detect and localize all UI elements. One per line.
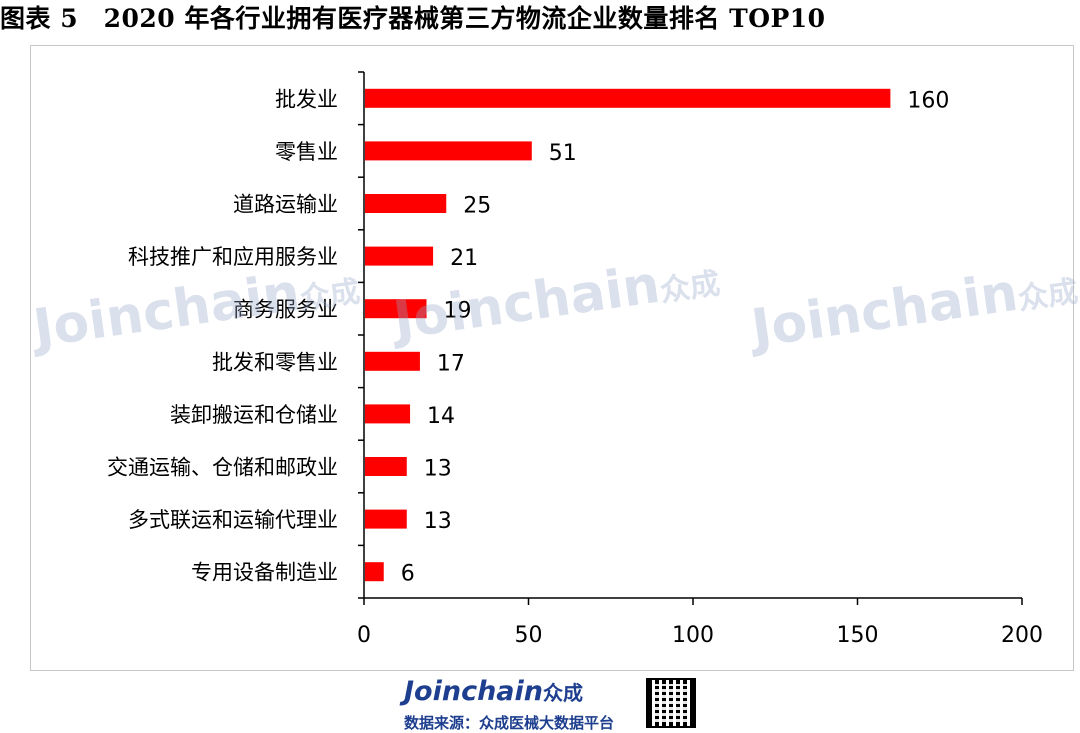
value-label: 51: [549, 141, 577, 166]
category-label: 零售业: [275, 140, 338, 164]
qr-code-icon: [646, 678, 696, 728]
x-tick-label: 50: [515, 623, 543, 648]
category-label: 科技推广和应用服务业: [128, 245, 338, 269]
value-label: 13: [424, 509, 452, 534]
category-label: 专用设备制造业: [191, 561, 338, 585]
x-tick-label: 100: [672, 623, 714, 648]
bar: [365, 141, 532, 161]
value-label: 14: [427, 404, 455, 429]
category-label: 批发和零售业: [212, 350, 338, 374]
category-label: 多式联运和运输代理业: [128, 508, 338, 532]
source-brand: Joinchain: [404, 676, 543, 707]
source-logo: Joinchain众成: [404, 676, 583, 707]
x-tick-label: 0: [357, 623, 371, 648]
value-label: 17: [437, 351, 465, 376]
category-label: 批发业: [275, 87, 338, 111]
bar: [365, 299, 427, 319]
bar: [365, 194, 447, 213]
value-label: 21: [450, 246, 478, 271]
bar: [365, 509, 407, 529]
source-brand-cn: 众成: [543, 681, 583, 705]
category-label: 装卸搬运和仓储业: [170, 403, 338, 427]
value-label: 160: [907, 88, 949, 113]
value-label: 25: [463, 194, 491, 219]
x-tick-label: 150: [837, 623, 879, 648]
x-tick-label: 200: [1001, 623, 1043, 648]
bar: [365, 562, 384, 582]
source-block: Joinchain众成 数据来源：众成医械大数据平台: [390, 676, 710, 732]
bar: [365, 457, 407, 476]
category-label: 商务服务业: [233, 298, 338, 322]
bar: [365, 88, 891, 108]
chart-frame: [30, 45, 1074, 671]
value-label: 13: [424, 457, 452, 482]
source-text: 数据来源：众成医械大数据平台: [404, 714, 615, 732]
category-label: 道路运输业: [233, 193, 338, 217]
bar: [365, 351, 420, 371]
bar: [365, 404, 411, 424]
value-label: 19: [444, 299, 472, 324]
figure-title: 图表 5 2020 年各行业拥有医疗器械第三方物流企业数量排名 TOP10: [0, 4, 826, 33]
value-label: 6: [401, 562, 415, 587]
bar: [365, 246, 434, 266]
category-label: 交通运输、仓储和邮政业: [107, 456, 338, 480]
